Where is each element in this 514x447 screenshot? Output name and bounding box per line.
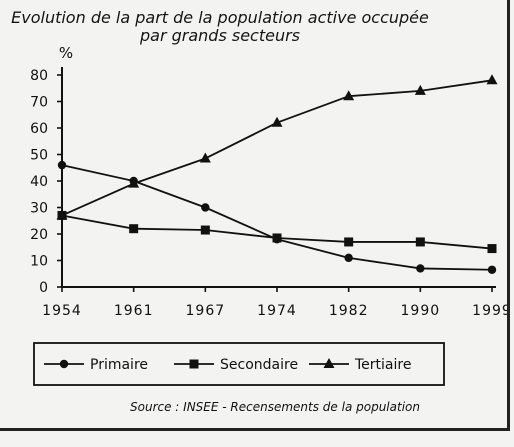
x-tick-label: 1961 bbox=[114, 303, 154, 319]
data-point-tertiaire bbox=[199, 152, 211, 163]
y-tick-label: 0 bbox=[39, 280, 48, 296]
data-point-secondaire bbox=[344, 237, 354, 247]
series-line-tertiaire bbox=[61, 79, 493, 217]
y-tick-label: 70 bbox=[30, 95, 48, 111]
x-tick-label: 1954 bbox=[42, 303, 82, 319]
legend-label-primaire: Primaire bbox=[90, 357, 148, 373]
data-point-tertiaire bbox=[414, 84, 426, 95]
data-point-primaire bbox=[487, 265, 497, 274]
legend-label-tertiaire: Tertiaire bbox=[354, 357, 411, 373]
y-tick-label: 60 bbox=[30, 121, 48, 137]
y-tick-label: 20 bbox=[30, 227, 48, 243]
data-point-secondaire bbox=[487, 244, 497, 254]
x-tick-label: 1967 bbox=[186, 303, 226, 319]
data-point-secondaire bbox=[272, 233, 282, 243]
chart-title: Evolution de la part de la population ac… bbox=[11, 8, 429, 27]
data-point-tertiaire bbox=[486, 74, 498, 85]
y-tick-label: 10 bbox=[30, 254, 48, 270]
series-line-secondaire bbox=[61, 214, 493, 250]
x-tick-label: 1990 bbox=[401, 303, 441, 319]
data-point-tertiaire bbox=[128, 177, 140, 188]
data-point-secondaire bbox=[129, 224, 139, 234]
x-tick-label: 1974 bbox=[257, 303, 297, 319]
legend-marker-tertiaire bbox=[323, 358, 335, 368]
y-tick-label: 80 bbox=[30, 68, 48, 84]
legend-box bbox=[33, 342, 445, 386]
x-tick-label: 1982 bbox=[329, 303, 369, 319]
y-tick-label: 30 bbox=[30, 201, 48, 217]
data-point-tertiaire bbox=[271, 116, 283, 127]
legend-marker-primaire bbox=[59, 359, 69, 369]
frame-bottom-border bbox=[0, 428, 510, 431]
y-axis-label: % bbox=[59, 44, 73, 62]
legend-label-secondaire: Secondaire bbox=[220, 357, 298, 373]
data-point-secondaire bbox=[415, 237, 425, 247]
chart-subtitle: par grands secteurs bbox=[139, 26, 301, 45]
data-point-secondaire bbox=[200, 225, 210, 235]
frame-right-border bbox=[507, 0, 510, 430]
data-point-tertiaire bbox=[56, 209, 68, 220]
legend-marker-secondaire bbox=[189, 359, 199, 369]
x-tick-label: 1999 bbox=[472, 303, 512, 319]
y-tick-label: 40 bbox=[30, 174, 48, 190]
y-tick-label: 50 bbox=[30, 148, 48, 164]
data-point-tertiaire bbox=[343, 90, 355, 101]
data-point-primaire bbox=[344, 253, 353, 263]
series-line-primaire bbox=[61, 164, 493, 271]
data-point-primaire bbox=[57, 160, 67, 170]
data-point-primaire bbox=[201, 203, 210, 212]
chart-source: Source : INSEE - Recensements de la popu… bbox=[130, 400, 420, 414]
data-point-primaire bbox=[416, 264, 425, 273]
